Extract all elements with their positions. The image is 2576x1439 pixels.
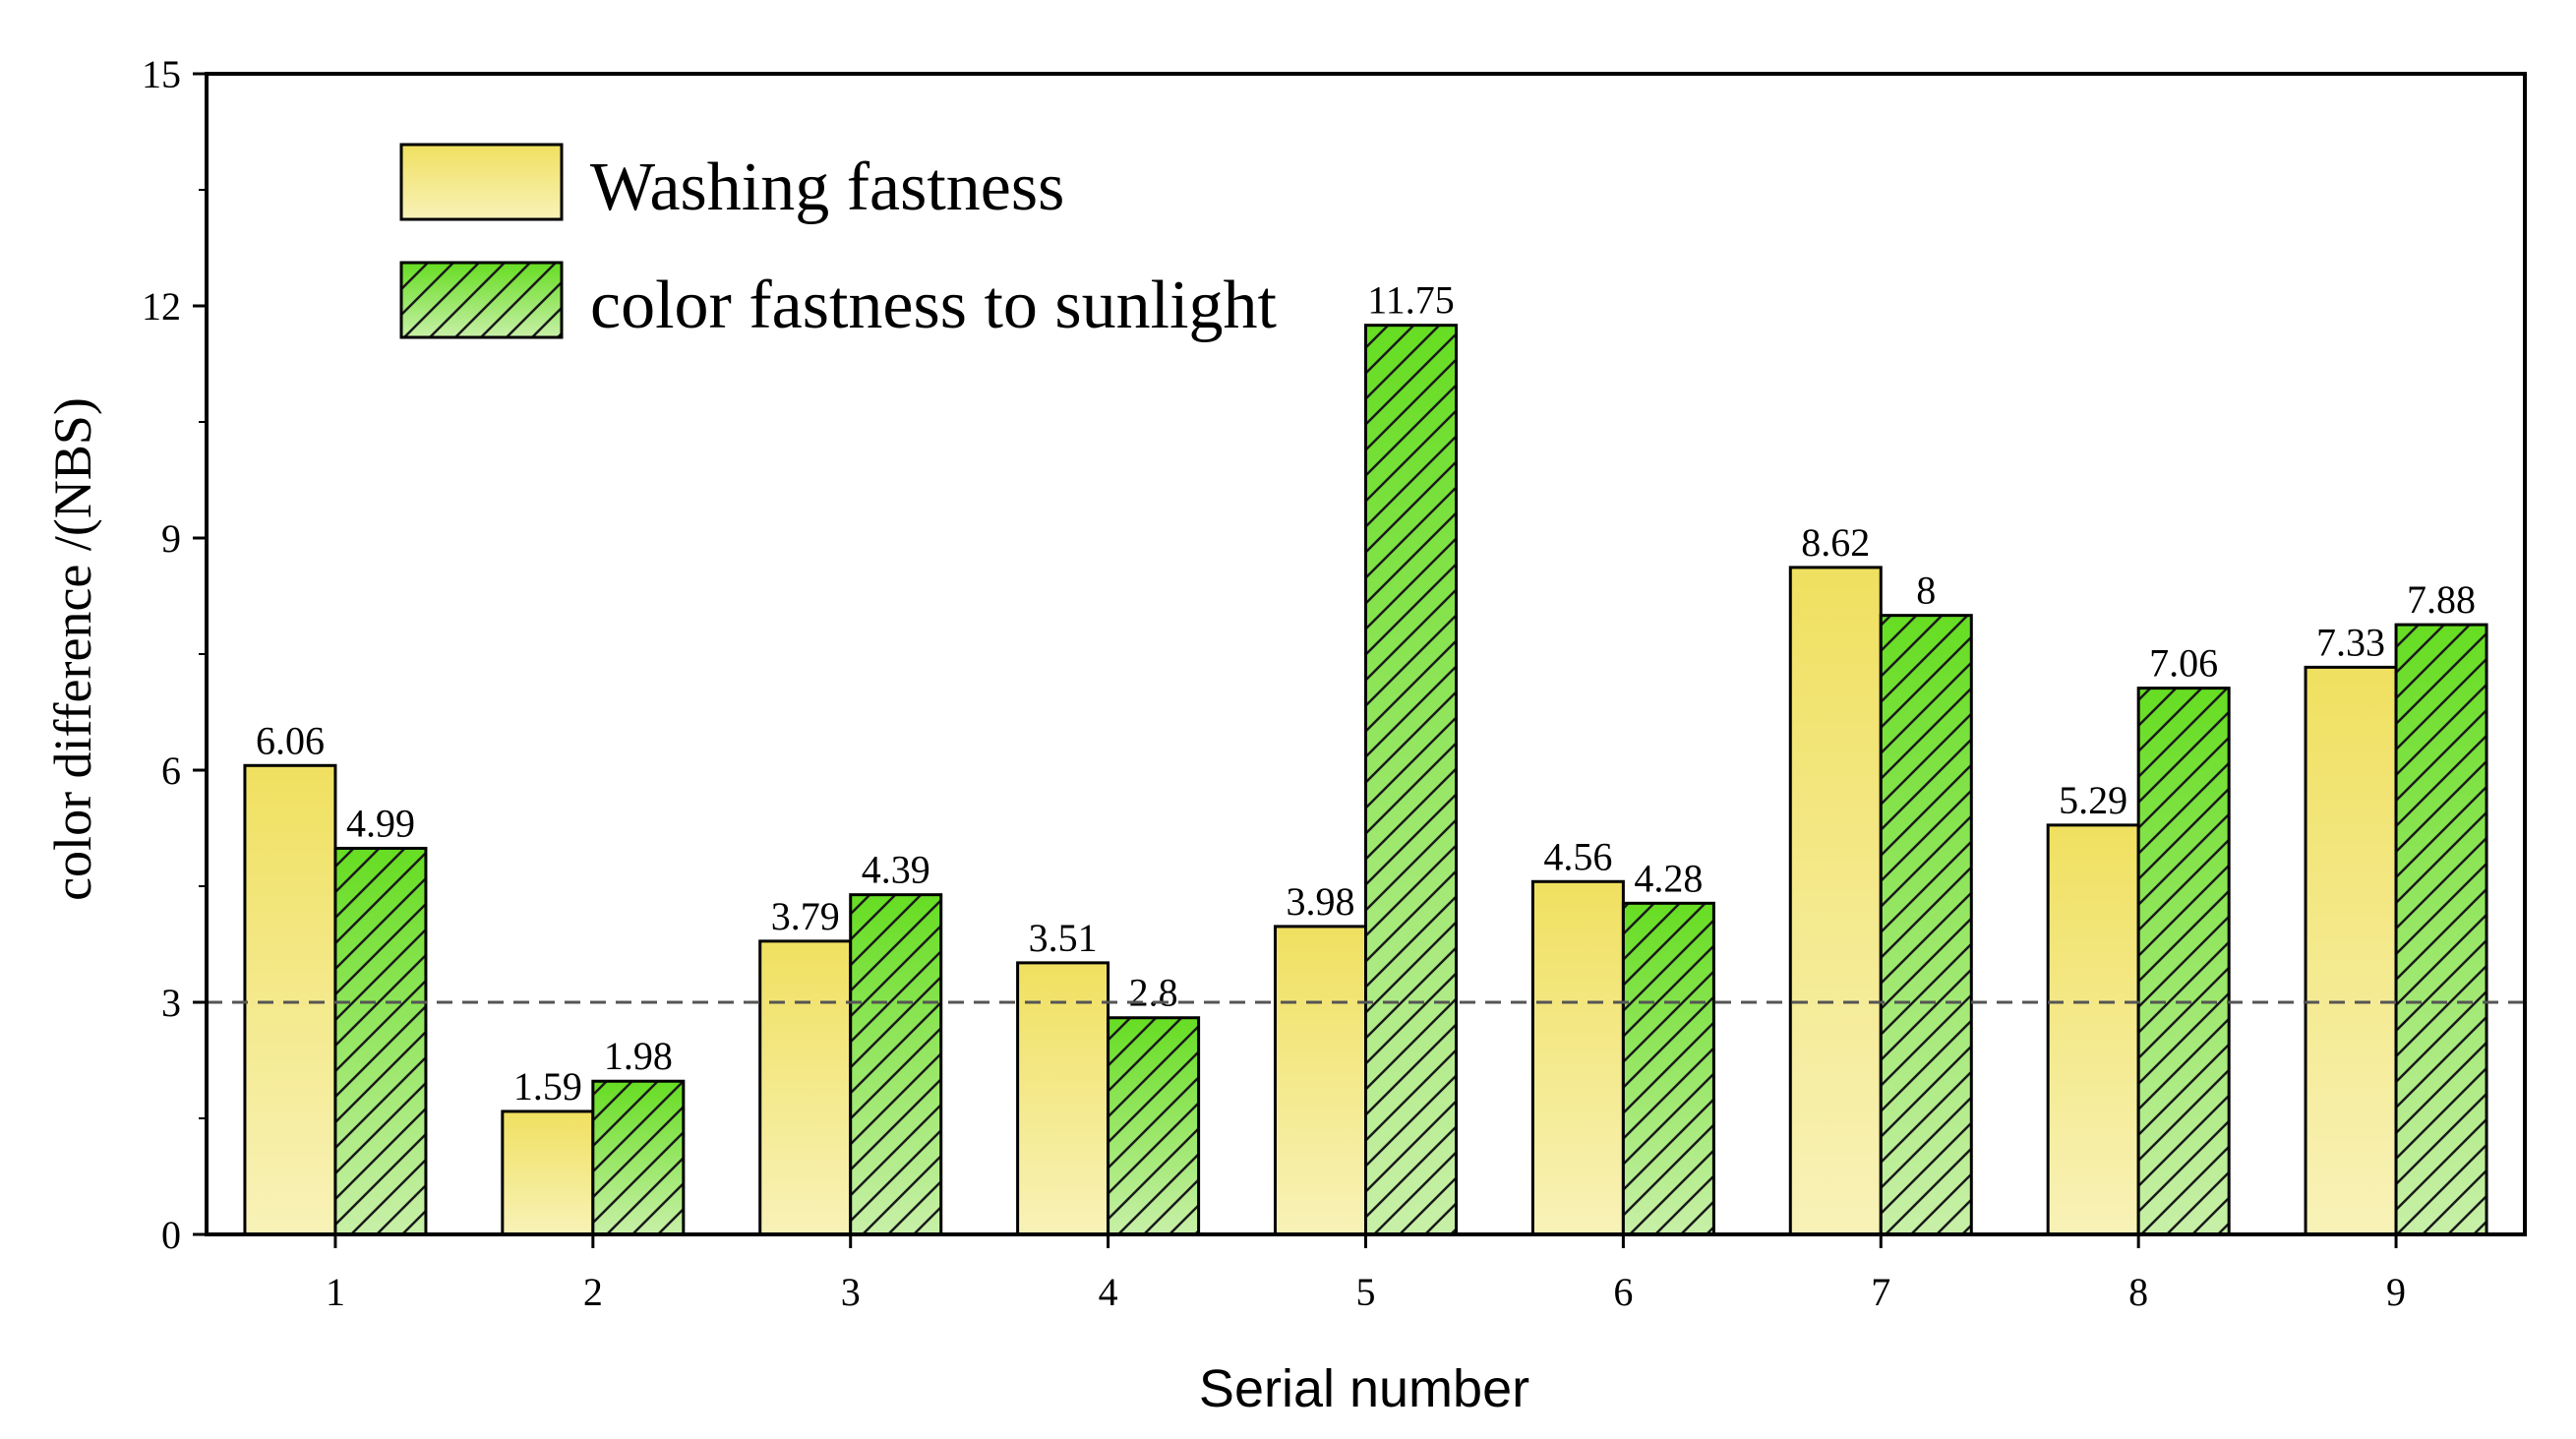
bar-s1-2 (591, 1079, 686, 1236)
x-axis-title: Serial number (1199, 1359, 1529, 1418)
legend-swatch-color-fastness-to-sunlight (399, 261, 564, 339)
y-axis-title: color difference /(NBS) (43, 397, 102, 901)
bar-s0-9 (2304, 665, 2398, 1236)
x-axis: 1 2 3 4 5 6 7 8 9 (326, 1234, 2406, 1314)
x-tick-label-8: 8 (2128, 1270, 2148, 1314)
data-label-s0-9: 7.33 (2316, 620, 2385, 664)
bar-s0-4 (1016, 961, 1110, 1236)
legend-label-color-fastness-to-sunlight: color fastness to sunlight (590, 268, 1278, 343)
y-axis: 0 3 6 9 12 15 (142, 52, 207, 1257)
data-label-s0-4: 3.51 (1029, 916, 1098, 960)
data-label-s1-5: 11.75 (1367, 278, 1455, 323)
x-tick-label-6: 6 (1613, 1270, 1633, 1314)
data-label-s0-5: 3.98 (1287, 879, 1355, 924)
x-tick-label-1: 1 (326, 1270, 345, 1314)
bar-s0-3 (758, 939, 853, 1236)
bar-s1-3 (849, 893, 943, 1236)
legend-label-washing-fastness: Washing fastness (590, 150, 1064, 225)
x-tick-label-7: 7 (1871, 1270, 1890, 1314)
data-label-s0-6: 4.56 (1543, 834, 1612, 878)
bar-s0-1 (243, 763, 337, 1236)
x-tick-label-2: 2 (583, 1270, 603, 1314)
bar-s1-8 (2136, 687, 2231, 1236)
bar-s0-8 (2046, 823, 2140, 1236)
bar-s0-7 (1788, 566, 1883, 1236)
y-tick-label-0: 0 (161, 1213, 181, 1257)
data-labels-layer: 6.06 4.99 1.59 1.98 3.79 4.39 3.51 2.8 3.98 11.75… (256, 278, 2476, 1109)
data-label-s1-6: 4.28 (1634, 856, 1703, 900)
data-label-s1-1: 4.99 (346, 801, 415, 845)
data-label-s0-7: 8.62 (1801, 520, 1870, 565)
bar-s0-2 (501, 1109, 595, 1236)
data-label-s0-1: 6.06 (256, 718, 325, 762)
bar-s1-6 (1621, 901, 1715, 1236)
legend: Washing fastness color fastness to sunli… (399, 143, 1278, 343)
bar-s0-6 (1530, 879, 1625, 1236)
legend-swatch-washing-fastness (399, 143, 564, 221)
x-tick-label-4: 4 (1099, 1270, 1118, 1314)
x-tick-label-5: 5 (1356, 1270, 1376, 1314)
bar-s1-4 (1107, 1016, 1201, 1236)
data-label-s1-8: 7.06 (2149, 641, 2218, 686)
bar-s1-5 (1364, 324, 1458, 1236)
x-tick-label-3: 3 (841, 1270, 861, 1314)
y-tick-label-9: 9 (161, 516, 181, 561)
bar-s0-5 (1274, 925, 1367, 1236)
data-label-s1-9: 7.88 (2407, 577, 2476, 622)
bar-s1-7 (1879, 614, 1973, 1236)
y-tick-label-12: 12 (142, 284, 181, 329)
data-label-s0-8: 5.29 (2059, 778, 2127, 822)
data-label-s0-2: 1.59 (513, 1064, 582, 1109)
data-label-s1-7: 8 (1916, 569, 1936, 613)
bar-s1-1 (333, 846, 428, 1236)
data-label-s0-3: 3.79 (771, 894, 840, 938)
y-tick-label-3: 3 (161, 981, 181, 1025)
y-tick-label-6: 6 (161, 749, 181, 793)
bars-layer (243, 324, 2488, 1236)
x-tick-label-9: 9 (2386, 1270, 2406, 1314)
data-label-s1-3: 4.39 (862, 848, 930, 892)
bar-s1-9 (2394, 623, 2488, 1236)
data-label-s1-4: 2.8 (1129, 971, 1178, 1015)
data-label-s1-2: 1.98 (604, 1034, 673, 1078)
y-tick-label-15: 15 (142, 52, 181, 96)
